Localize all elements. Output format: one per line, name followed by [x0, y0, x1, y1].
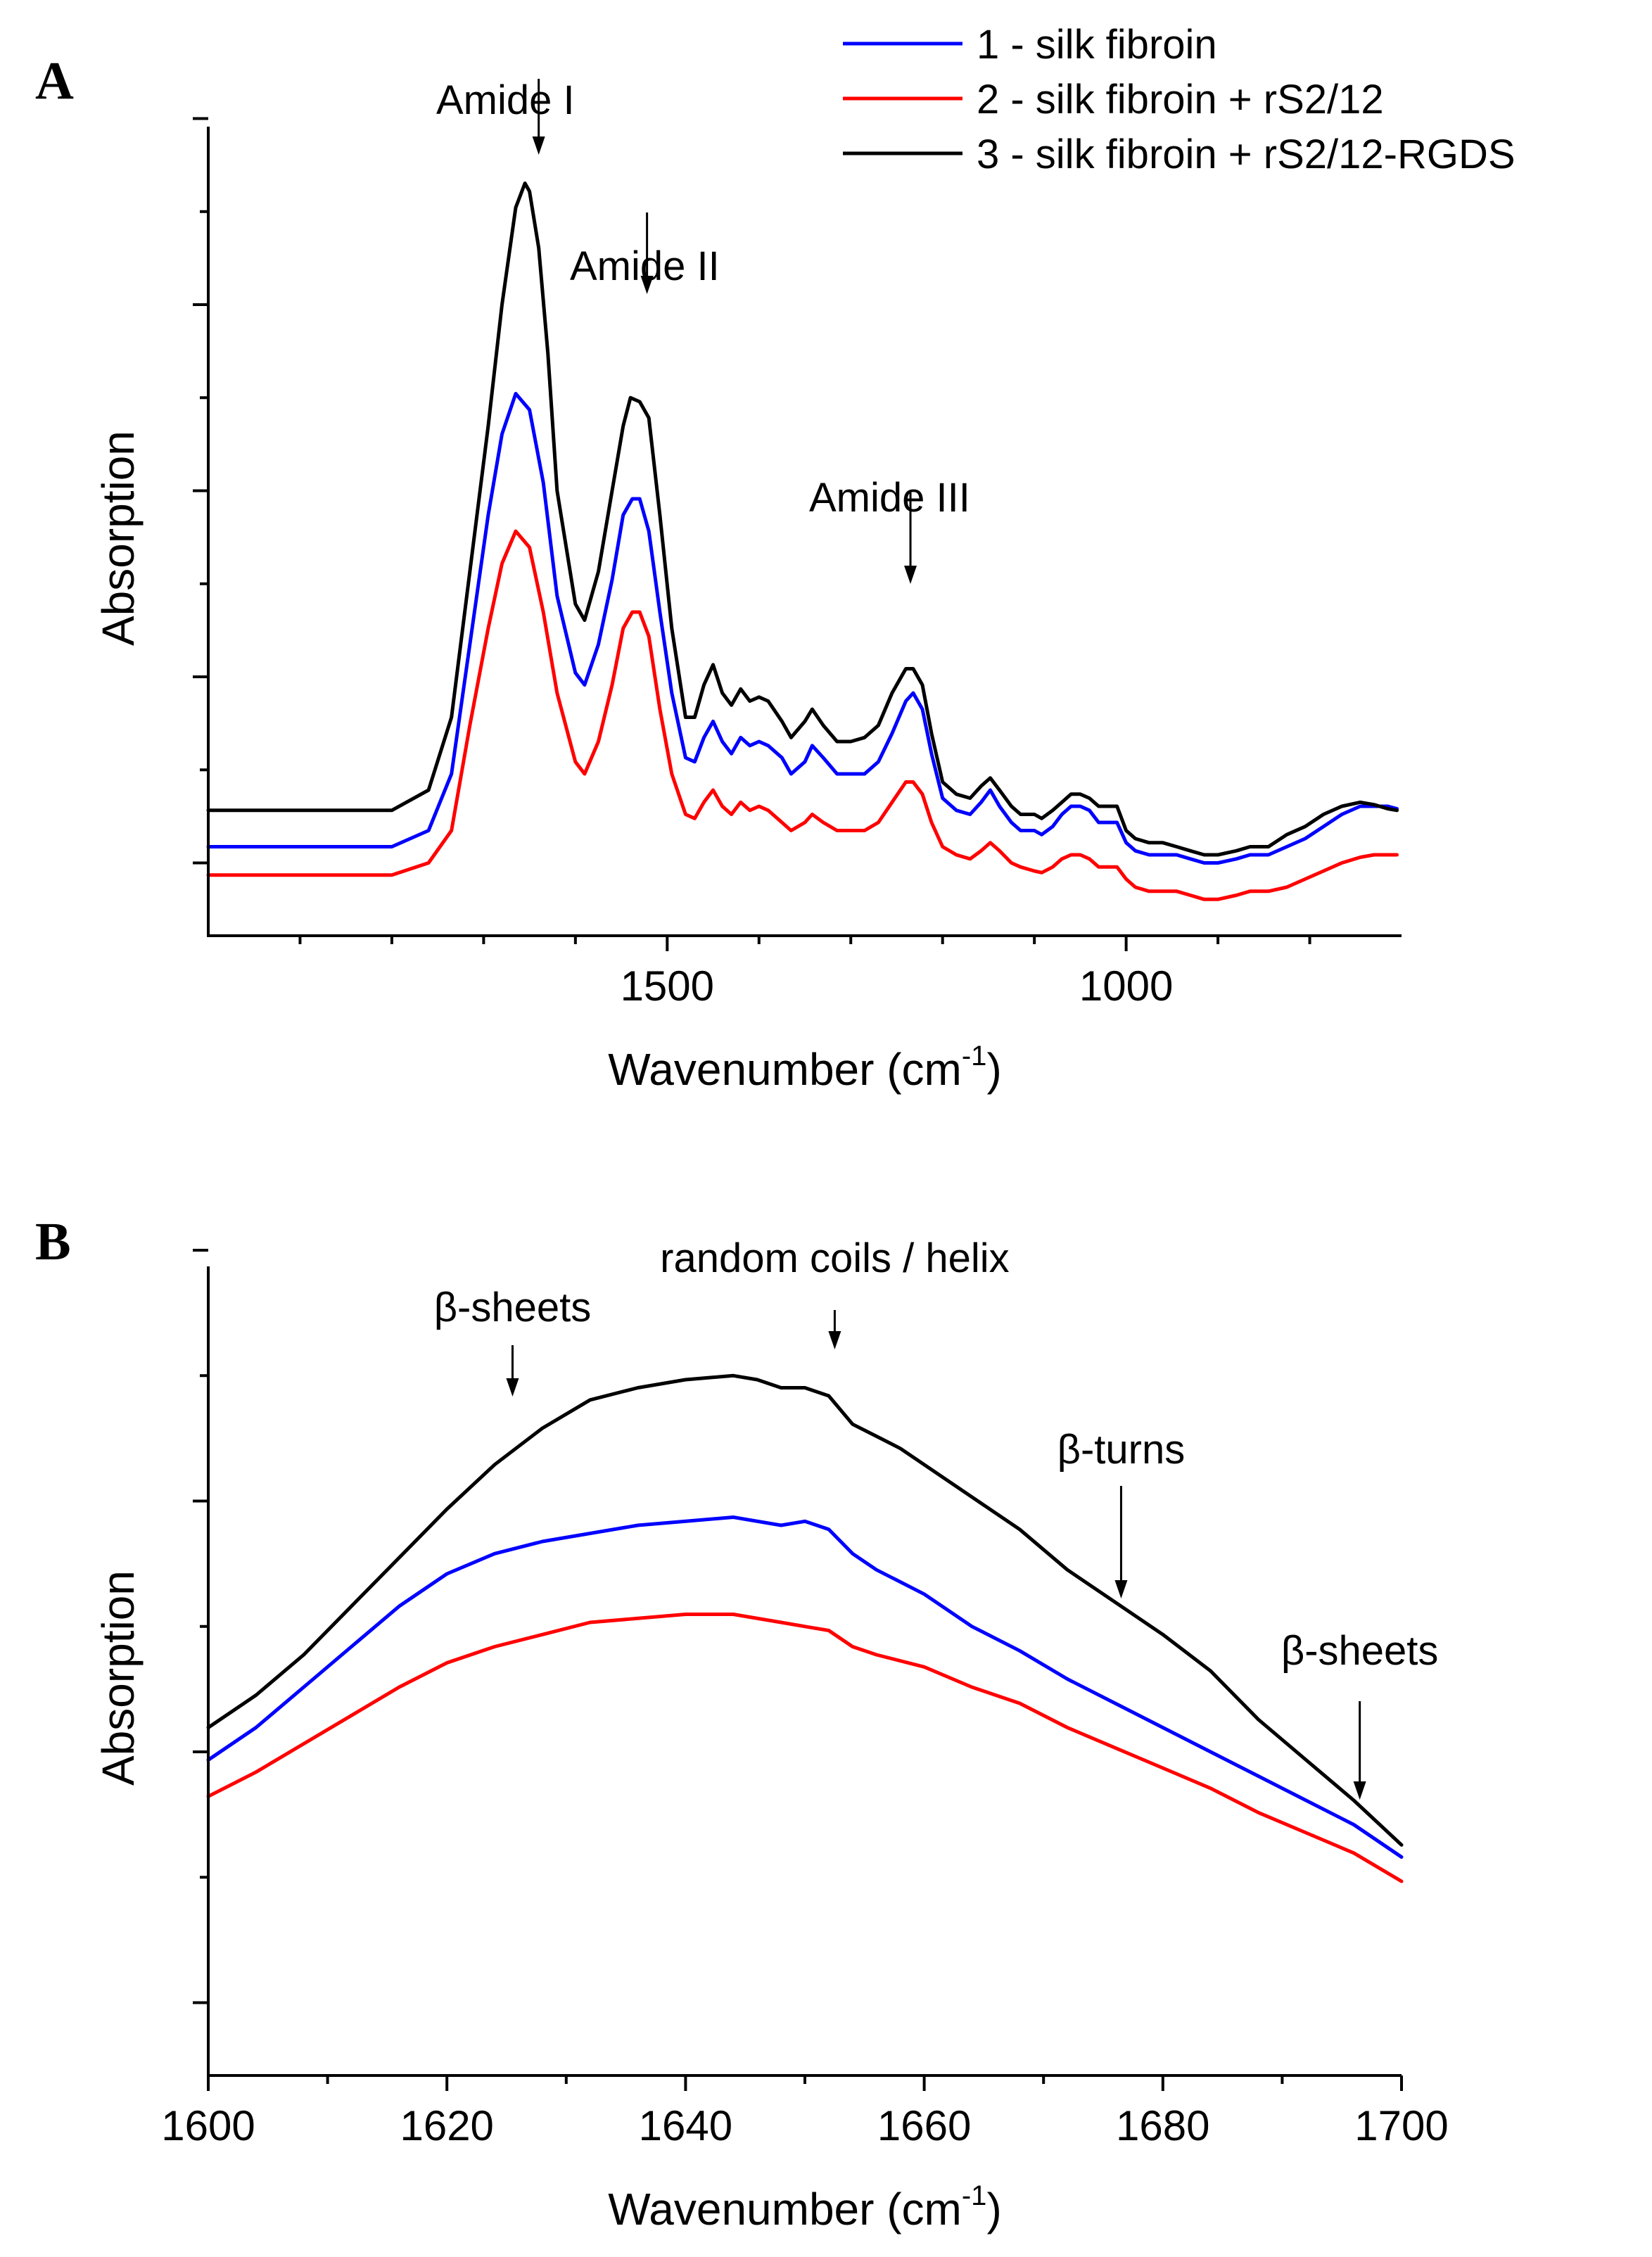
- panel-b: B 1600 1620 1640 1660 1680 1700 Wavenumber (cm…: [35, 1212, 1449, 2234]
- chart-a-x-axis-title: Wavenumber (cm-1): [608, 1041, 1002, 1095]
- legend-label-1: 1 - silk fibroin: [977, 22, 1217, 68]
- chart-a-annotation-label: Amide III: [809, 475, 970, 521]
- chart-b-x-tick-label: 1600: [161, 2102, 255, 2149]
- chart-b-x-tick-label: 1620: [400, 2102, 493, 2149]
- chart-a-annotation-arrow-head: [532, 136, 545, 155]
- chart-b-x-tick-label: 1660: [877, 2102, 971, 2149]
- chart-b-annotation-arrow-head: [1353, 1781, 1366, 1800]
- plot-a: 1500 1000 Wavenumber (cm-1) Absorption Amide…: [93, 77, 1402, 1095]
- panel-b-letter: B: [35, 1212, 71, 1271]
- chart-b-x-tick-label: 1680: [1116, 2102, 1209, 2149]
- legend-label-3: 3 - silk fibroin + rS2/12-RGDS: [977, 132, 1516, 177]
- chart-b-annotation-label: β-sheets: [1281, 1628, 1439, 1674]
- chart-b-annotation-label: β-sheets: [434, 1285, 592, 1330]
- chart-b-series-line-3: [206, 1613, 1404, 1883]
- chart-a-series-line-3: [206, 182, 1399, 857]
- chart-a-series-line-2: [206, 529, 1399, 901]
- chart-a-x-tick-label: 1000: [1079, 962, 1173, 1010]
- chart-a-series-line-1: [206, 392, 1399, 865]
- chart-b-x-tick-label: 1640: [639, 2102, 732, 2149]
- chart-a-y-axis-title: Absorption: [93, 431, 144, 646]
- chart-a-annotation-label: Amide I: [436, 77, 575, 123]
- legend-a: 1 - silk fibroin 2 - silk fibroin + rS2/…: [843, 22, 1516, 177]
- chart-b-x-axis-title: Wavenumber (cm-1): [608, 2180, 1002, 2234]
- chart-b-y-axis-title: Absorption: [93, 1570, 144, 1786]
- chart-b-annotation-label: random coils / helix: [660, 1235, 1009, 1281]
- chart-b-annotation-arrow-head: [506, 1378, 519, 1397]
- chart-b-annotation-arrow-head: [828, 1331, 841, 1349]
- panel-a-letter: A: [35, 51, 74, 110]
- chart-a-annotation-arrow-head: [904, 566, 917, 584]
- chart-b-annotation-arrow-head: [1114, 1580, 1128, 1598]
- chart-a-x-tick-label: 1500: [621, 962, 714, 1010]
- legend-label-2: 2 - silk fibroin + rS2/12: [977, 77, 1384, 122]
- chart-a-annotation-arrow-head: [640, 276, 654, 294]
- plot-b: 1600 1620 1640 1660 1680 1700 Wavenumber (cm-1…: [93, 1235, 1449, 2234]
- panel-a: A 1500 1000 Wavenumber (cm-1) Absorption Ami…: [35, 22, 1516, 1095]
- chart-b-annotation-label: β-turns: [1057, 1427, 1186, 1473]
- chart-b-series-line-1: [206, 1373, 1404, 1847]
- chart-b-series-line-2: [206, 1515, 1404, 1859]
- chart-b-x-tick-label: 1700: [1354, 2102, 1448, 2149]
